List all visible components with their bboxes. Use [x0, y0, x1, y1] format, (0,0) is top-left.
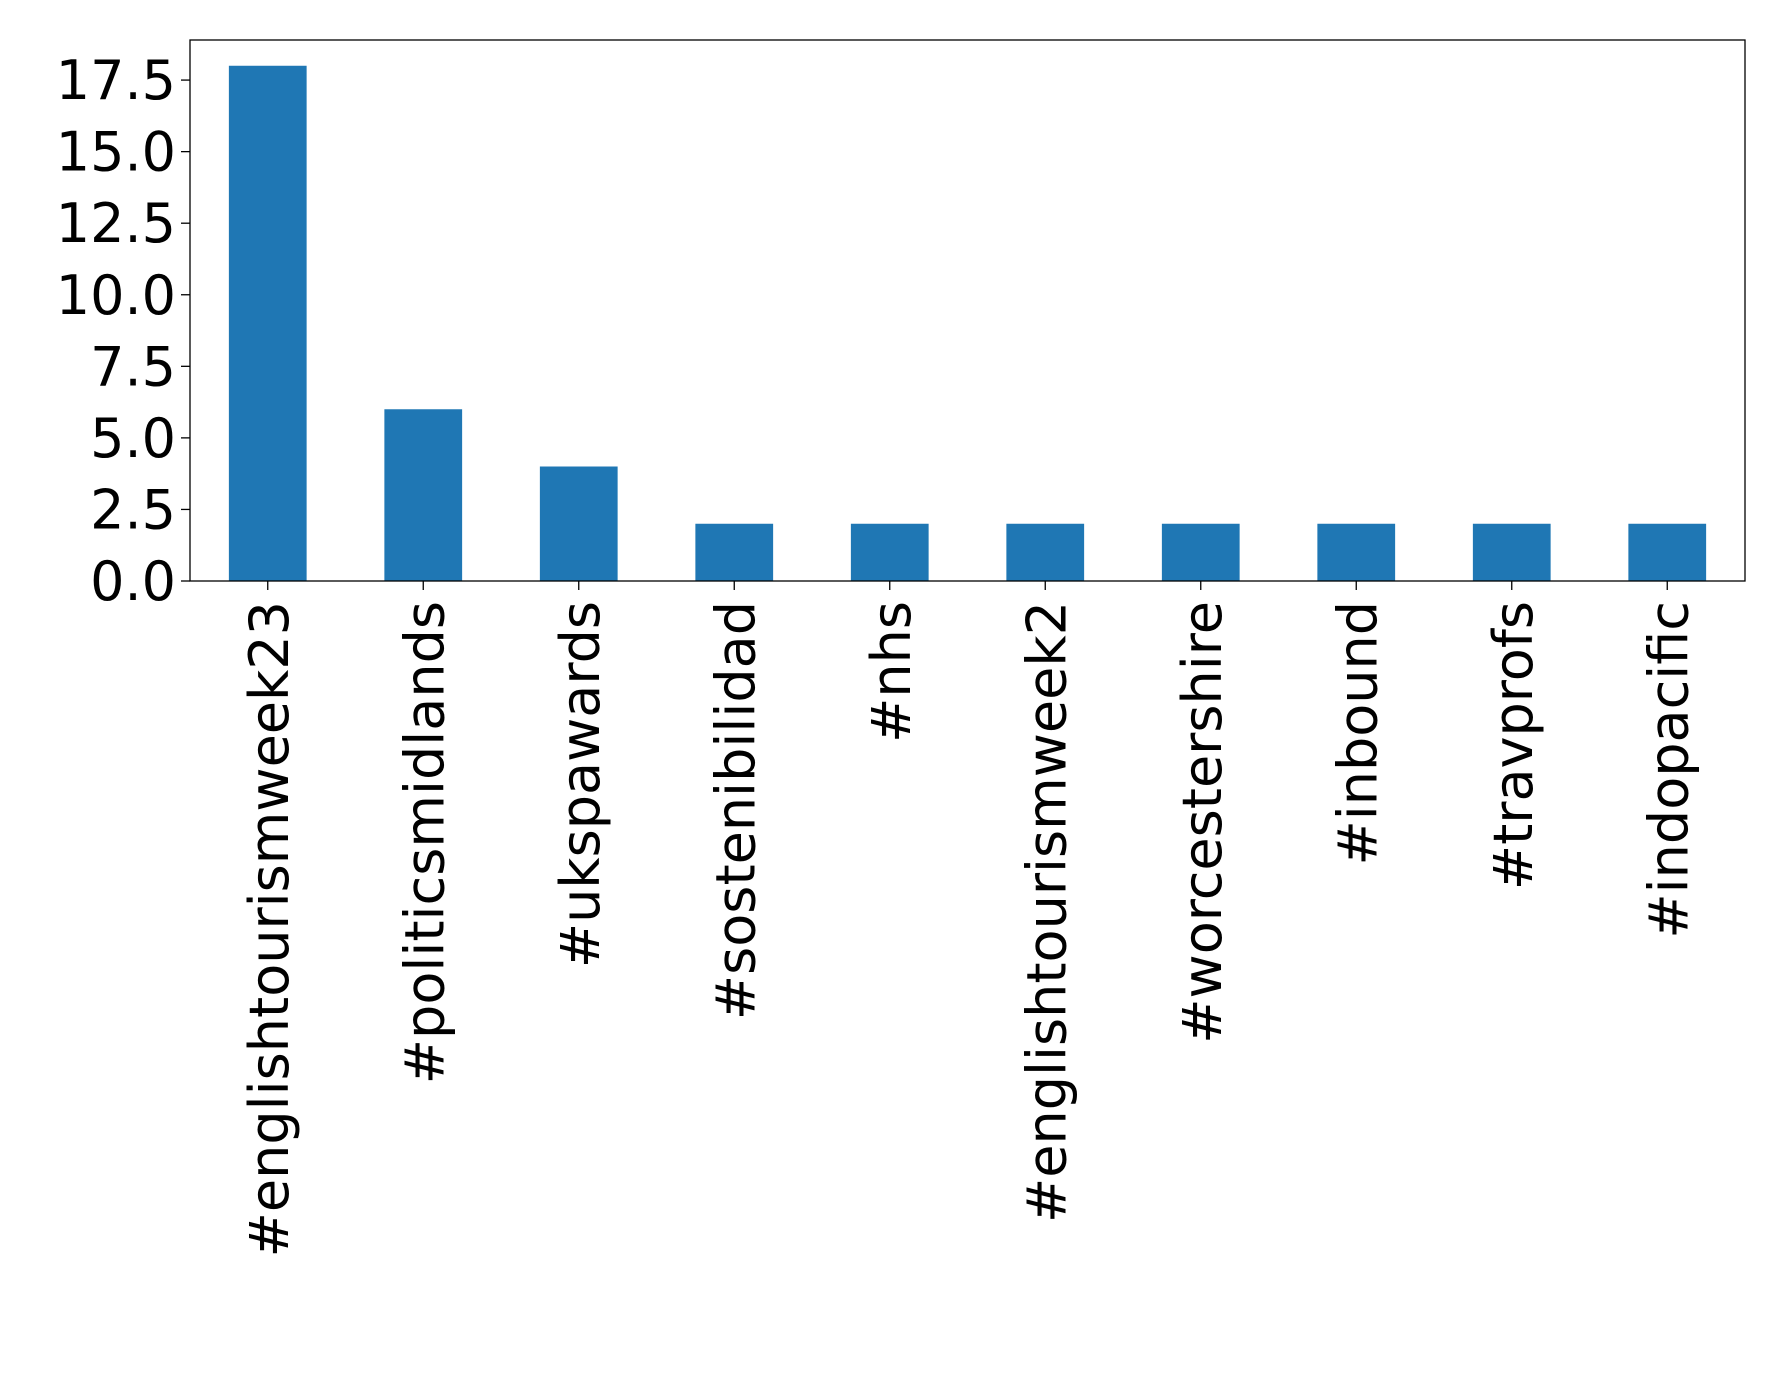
x-tick-label: #worcestershire: [1171, 601, 1234, 1044]
y-tick-label: 7.5: [90, 335, 176, 398]
bar-englishtourismweek2: [1006, 523, 1085, 581]
bar-inbound: [1317, 523, 1396, 581]
x-tick-label: #nhs: [860, 601, 923, 743]
bar-worcestershire: [1161, 523, 1240, 581]
bars-group: [228, 65, 1707, 581]
bar-travprofs: [1472, 523, 1551, 581]
y-axis: 0.0 2.5 5.0 7.5 10.0 12.5 15.0 17.5: [56, 49, 190, 613]
bar-politicsmidlands: [384, 409, 463, 581]
y-tick-label: 17.5: [56, 49, 176, 112]
x-tick-label: #englishtourismweek23: [238, 601, 301, 1257]
y-tick-label: 15.0: [56, 121, 176, 184]
bar-ukspawards: [539, 466, 618, 581]
y-tick-label: 2.5: [90, 478, 176, 541]
x-tick-label: #englishtourismweek2: [1015, 601, 1078, 1223]
bar-indopacific: [1628, 523, 1707, 581]
x-axis: #englishtourismweek23 #politicsmidlands #u…: [238, 581, 1700, 1257]
x-tick-label: #ukspawards: [549, 601, 612, 968]
x-tick-label: #sostenibilidad: [704, 601, 767, 1020]
y-tick-label: 12.5: [56, 192, 176, 255]
x-tick-label: #travprofs: [1482, 601, 1545, 890]
bar-sostenibilidad: [695, 523, 774, 581]
bar-englishtourismweek23: [228, 65, 307, 581]
y-tick-label: 0.0: [90, 550, 176, 613]
x-tick-label: #inbound: [1326, 601, 1389, 866]
x-tick-label: #politicsmidlands: [393, 601, 456, 1084]
bar-nhs: [850, 523, 929, 581]
plot-frame: [189, 39, 1746, 582]
x-tick-label: #indopacific: [1637, 601, 1700, 939]
y-tick-label: 10.0: [56, 264, 176, 327]
y-tick-label: 5.0: [90, 407, 176, 470]
